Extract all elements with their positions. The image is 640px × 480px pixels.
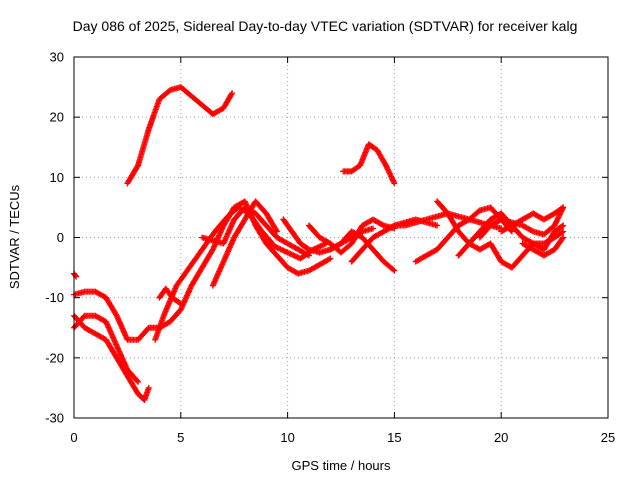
axis-ticks: 0 5 10 15 20 25 -30 -20 -10 0 10 20 30 [45,50,615,446]
data-point [558,229,565,236]
grid [74,57,608,418]
data-point [528,227,535,234]
data-point [135,378,142,385]
data-point [134,377,141,384]
data-point [229,90,236,97]
data-point [390,266,397,273]
x-tick-label: 5 [177,430,184,445]
series-arc-3 [71,198,334,343]
series-arc-8 [152,204,330,343]
y-tick-label: 20 [50,110,64,125]
data-point [559,235,566,242]
y-tick-label: -20 [45,350,64,365]
series-arc-6 [71,270,80,280]
series-arc-13 [327,228,398,274]
x-tick-label: 15 [387,430,401,445]
series-arc-2 [340,141,398,187]
x-tick-label: 10 [280,430,294,445]
data-point [145,384,152,391]
series-arc-1 [124,84,236,187]
data-point [304,245,311,252]
chart-title: Day 086 of 2025, Sidereal Day-to-day VTE… [73,18,578,34]
data-point [379,221,386,228]
y-axis-label: SDTVAR / TECUs [7,184,22,289]
y-tick-label: -30 [45,411,64,426]
data-point [304,251,311,258]
data-point [560,204,567,211]
x-tick-label: 25 [601,430,615,445]
data-point [560,222,567,229]
series-arc-9 [209,198,280,289]
data-point [325,256,332,263]
data-point [370,225,377,232]
y-tick-label: 0 [57,230,64,245]
data-point [176,299,183,306]
data-point [134,163,141,170]
data-point [327,255,334,262]
x-tick-label: 20 [494,430,508,445]
series-arc-5 [71,312,142,385]
data-point [558,223,565,230]
x-axis-label: GPS time / hours [292,458,391,473]
data-point [528,239,535,246]
series-arc-21 [519,234,567,259]
y-tick-label: -10 [45,290,64,305]
data-point [560,228,567,235]
y-tick-label: 10 [50,170,64,185]
data-point [560,234,567,241]
series-arc-10 [199,204,312,259]
series-arc-4 [71,312,152,403]
data-point [391,267,398,274]
data-point [177,300,184,307]
y-tick-label: 30 [50,50,64,65]
data-point [305,252,312,259]
data-point [72,272,79,279]
x-tick-label: 0 [70,430,77,445]
data-point [390,223,397,230]
data-point [434,222,441,229]
data-point [558,205,565,212]
data-point [273,227,280,234]
data-point [391,180,398,187]
series-arc-20 [498,204,567,235]
data-points [71,84,567,403]
